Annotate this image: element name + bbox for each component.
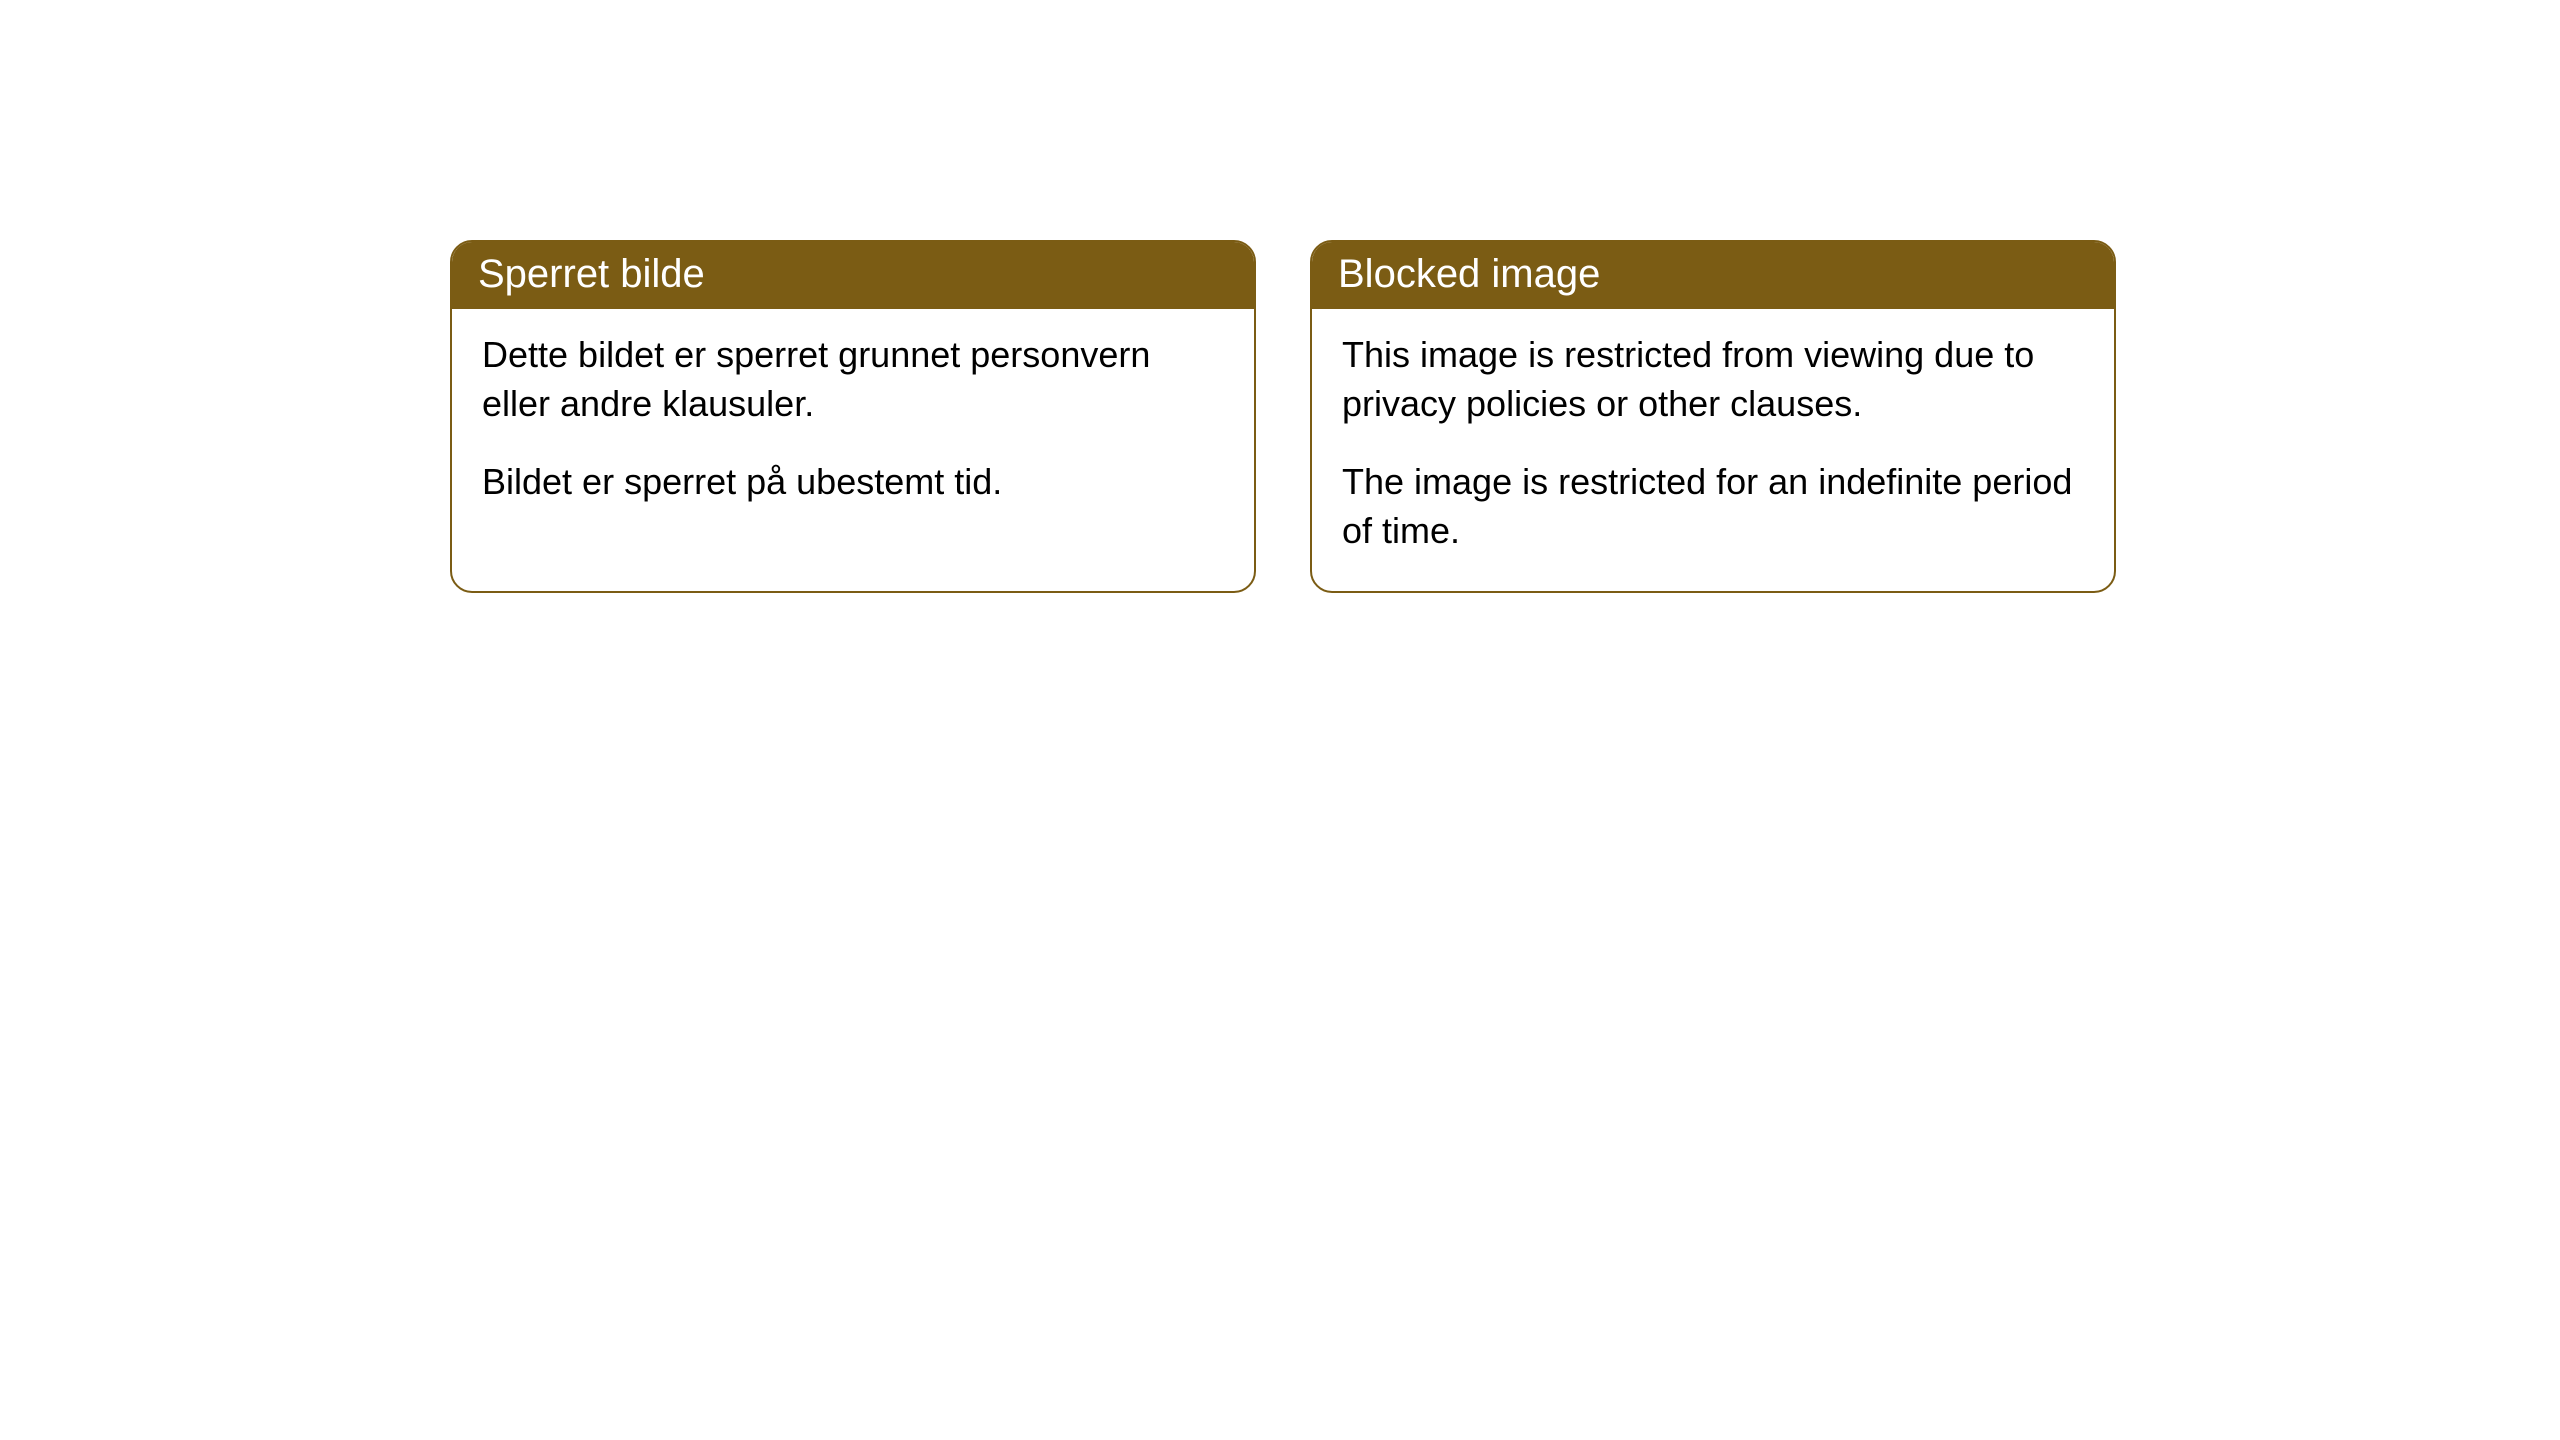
card-paragraph: Bildet er sperret på ubestemt tid. (482, 458, 1224, 507)
blocked-image-card-english: Blocked image This image is restricted f… (1310, 240, 2116, 593)
card-header-norwegian: Sperret bilde (452, 242, 1254, 309)
cards-container: Sperret bilde Dette bildet er sperret gr… (450, 240, 2116, 593)
card-paragraph: This image is restricted from viewing du… (1342, 331, 2084, 428)
card-paragraph: The image is restricted for an indefinit… (1342, 458, 2084, 555)
card-title: Sperret bilde (478, 252, 705, 296)
card-header-english: Blocked image (1312, 242, 2114, 309)
card-body-english: This image is restricted from viewing du… (1312, 309, 2114, 591)
card-body-norwegian: Dette bildet er sperret grunnet personve… (452, 309, 1254, 543)
card-paragraph: Dette bildet er sperret grunnet personve… (482, 331, 1224, 428)
card-title: Blocked image (1338, 252, 1600, 296)
blocked-image-card-norwegian: Sperret bilde Dette bildet er sperret gr… (450, 240, 1256, 593)
